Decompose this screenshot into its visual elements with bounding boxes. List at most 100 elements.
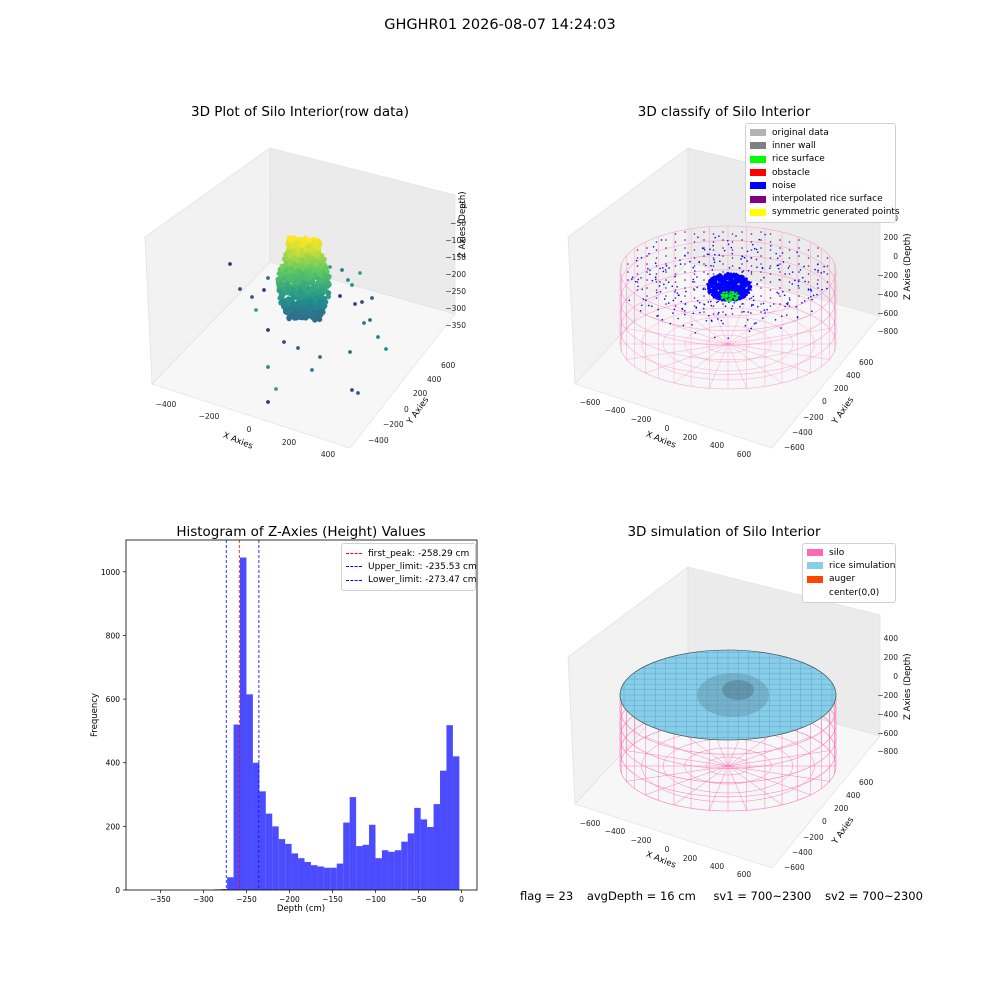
interpolated-point [703,255,705,257]
scatter-point [316,244,322,251]
interpolated-point [684,263,686,265]
noise-point [755,322,757,324]
histogram-bar [343,822,350,890]
noise-point [811,310,813,313]
x-tick-label: −250 [236,895,257,904]
noise-point [665,265,668,267]
interpolated-point [722,255,724,257]
histogram-y-ticks: 0 200 400 600 800 1000 [101,568,126,895]
interpolated-point [674,289,677,291]
scatter-point [309,255,316,261]
noise-point [803,265,805,268]
interpolated-point [788,257,791,259]
interpolated-point [636,289,639,291]
x-tick-label: 0 [459,895,464,904]
noise-cluster-point [735,286,739,290]
p4-xtick: 200 [683,854,698,863]
p4-ytick: −200 [803,833,824,842]
noise-point [821,288,823,291]
scatter-outlier [360,300,364,304]
noise-point [641,304,643,307]
interpolated-point [646,263,648,265]
scatter-point [288,238,294,244]
noise-cluster-point [723,278,727,282]
noise-cluster-point [713,291,717,294]
interpolated-point [731,249,734,251]
scatter-point [314,260,320,266]
p2-ytick: 200 [834,384,849,393]
scatter-outlier [228,262,232,266]
noise-point [692,280,694,283]
y-tick-label: 600 [106,695,121,704]
noise-point [702,288,705,290]
noise-point [817,269,819,272]
rice-surface-point [731,293,734,296]
p1-ytick: −400 [368,436,389,445]
p1-ytick: 600 [441,361,456,370]
noise-point [663,283,665,286]
silo-spoke [727,736,811,767]
panel4-axis-ticks: −600 −400 −200 0 200 400 600 −600 −400 −… [580,634,899,879]
silo-spoke [727,314,811,345]
noise-point [809,289,812,291]
noise-point [728,301,730,304]
scatter-point [279,263,285,270]
noise-point [713,261,716,264]
scatter-point [317,316,323,322]
scatter-point [302,313,309,319]
panel4-title: 3D simulation of Silo Interior [627,524,821,540]
noise-point [685,290,687,293]
interpolated-point [703,231,705,233]
noise-cluster-point [742,296,745,299]
noise-point [781,252,784,254]
noise-point [777,292,780,295]
noise-cluster-point [749,284,752,288]
histogram-bar [420,819,428,890]
scatter-point [307,237,313,243]
noise-point [713,336,716,339]
noise-point [673,308,676,311]
noise-point [750,271,753,273]
legend-swatch [807,562,823,570]
noise-cluster-point [711,294,715,297]
scatter-point [295,242,301,248]
noise-cluster-point [718,294,722,297]
interpolated-point [760,311,762,313]
noise-point [651,279,654,282]
silo-spoke [727,343,830,360]
noise-cluster-point [743,292,747,296]
histogram-bar [220,889,228,890]
silo-spoke [645,736,729,767]
noise-point [730,307,733,310]
p4-ytick: 400 [846,791,861,800]
interpolated-point [722,263,724,265]
noise-point [799,269,802,271]
noise-point [730,246,733,249]
scatter-point [280,292,286,298]
noise-point [795,306,798,308]
histogram-bar [272,826,279,890]
scatter-point [280,299,287,305]
interpolated-point [817,271,819,273]
interpolated-point [769,273,772,275]
noise-point [710,264,712,267]
silo-spoke [673,765,729,806]
noise-point [659,281,661,283]
scatter-point [285,300,291,306]
interpolated-point [674,233,677,235]
scatter-point [300,242,306,248]
scatter-outlier [266,276,270,280]
p1-ztick: −250 [445,287,466,296]
noise-point [702,307,705,310]
rice-surface-point [734,298,737,301]
noise-point [766,308,768,311]
interpolated-point [693,265,696,267]
scatter-point [288,276,294,282]
interpolated-point [807,281,810,283]
noise-point [656,291,658,294]
interpolated-point [646,279,648,281]
sv1-text: sv1 = 700~2300 [713,889,812,903]
noise-point [776,264,779,267]
interpolated-point [665,287,667,289]
noise-point [640,256,643,259]
